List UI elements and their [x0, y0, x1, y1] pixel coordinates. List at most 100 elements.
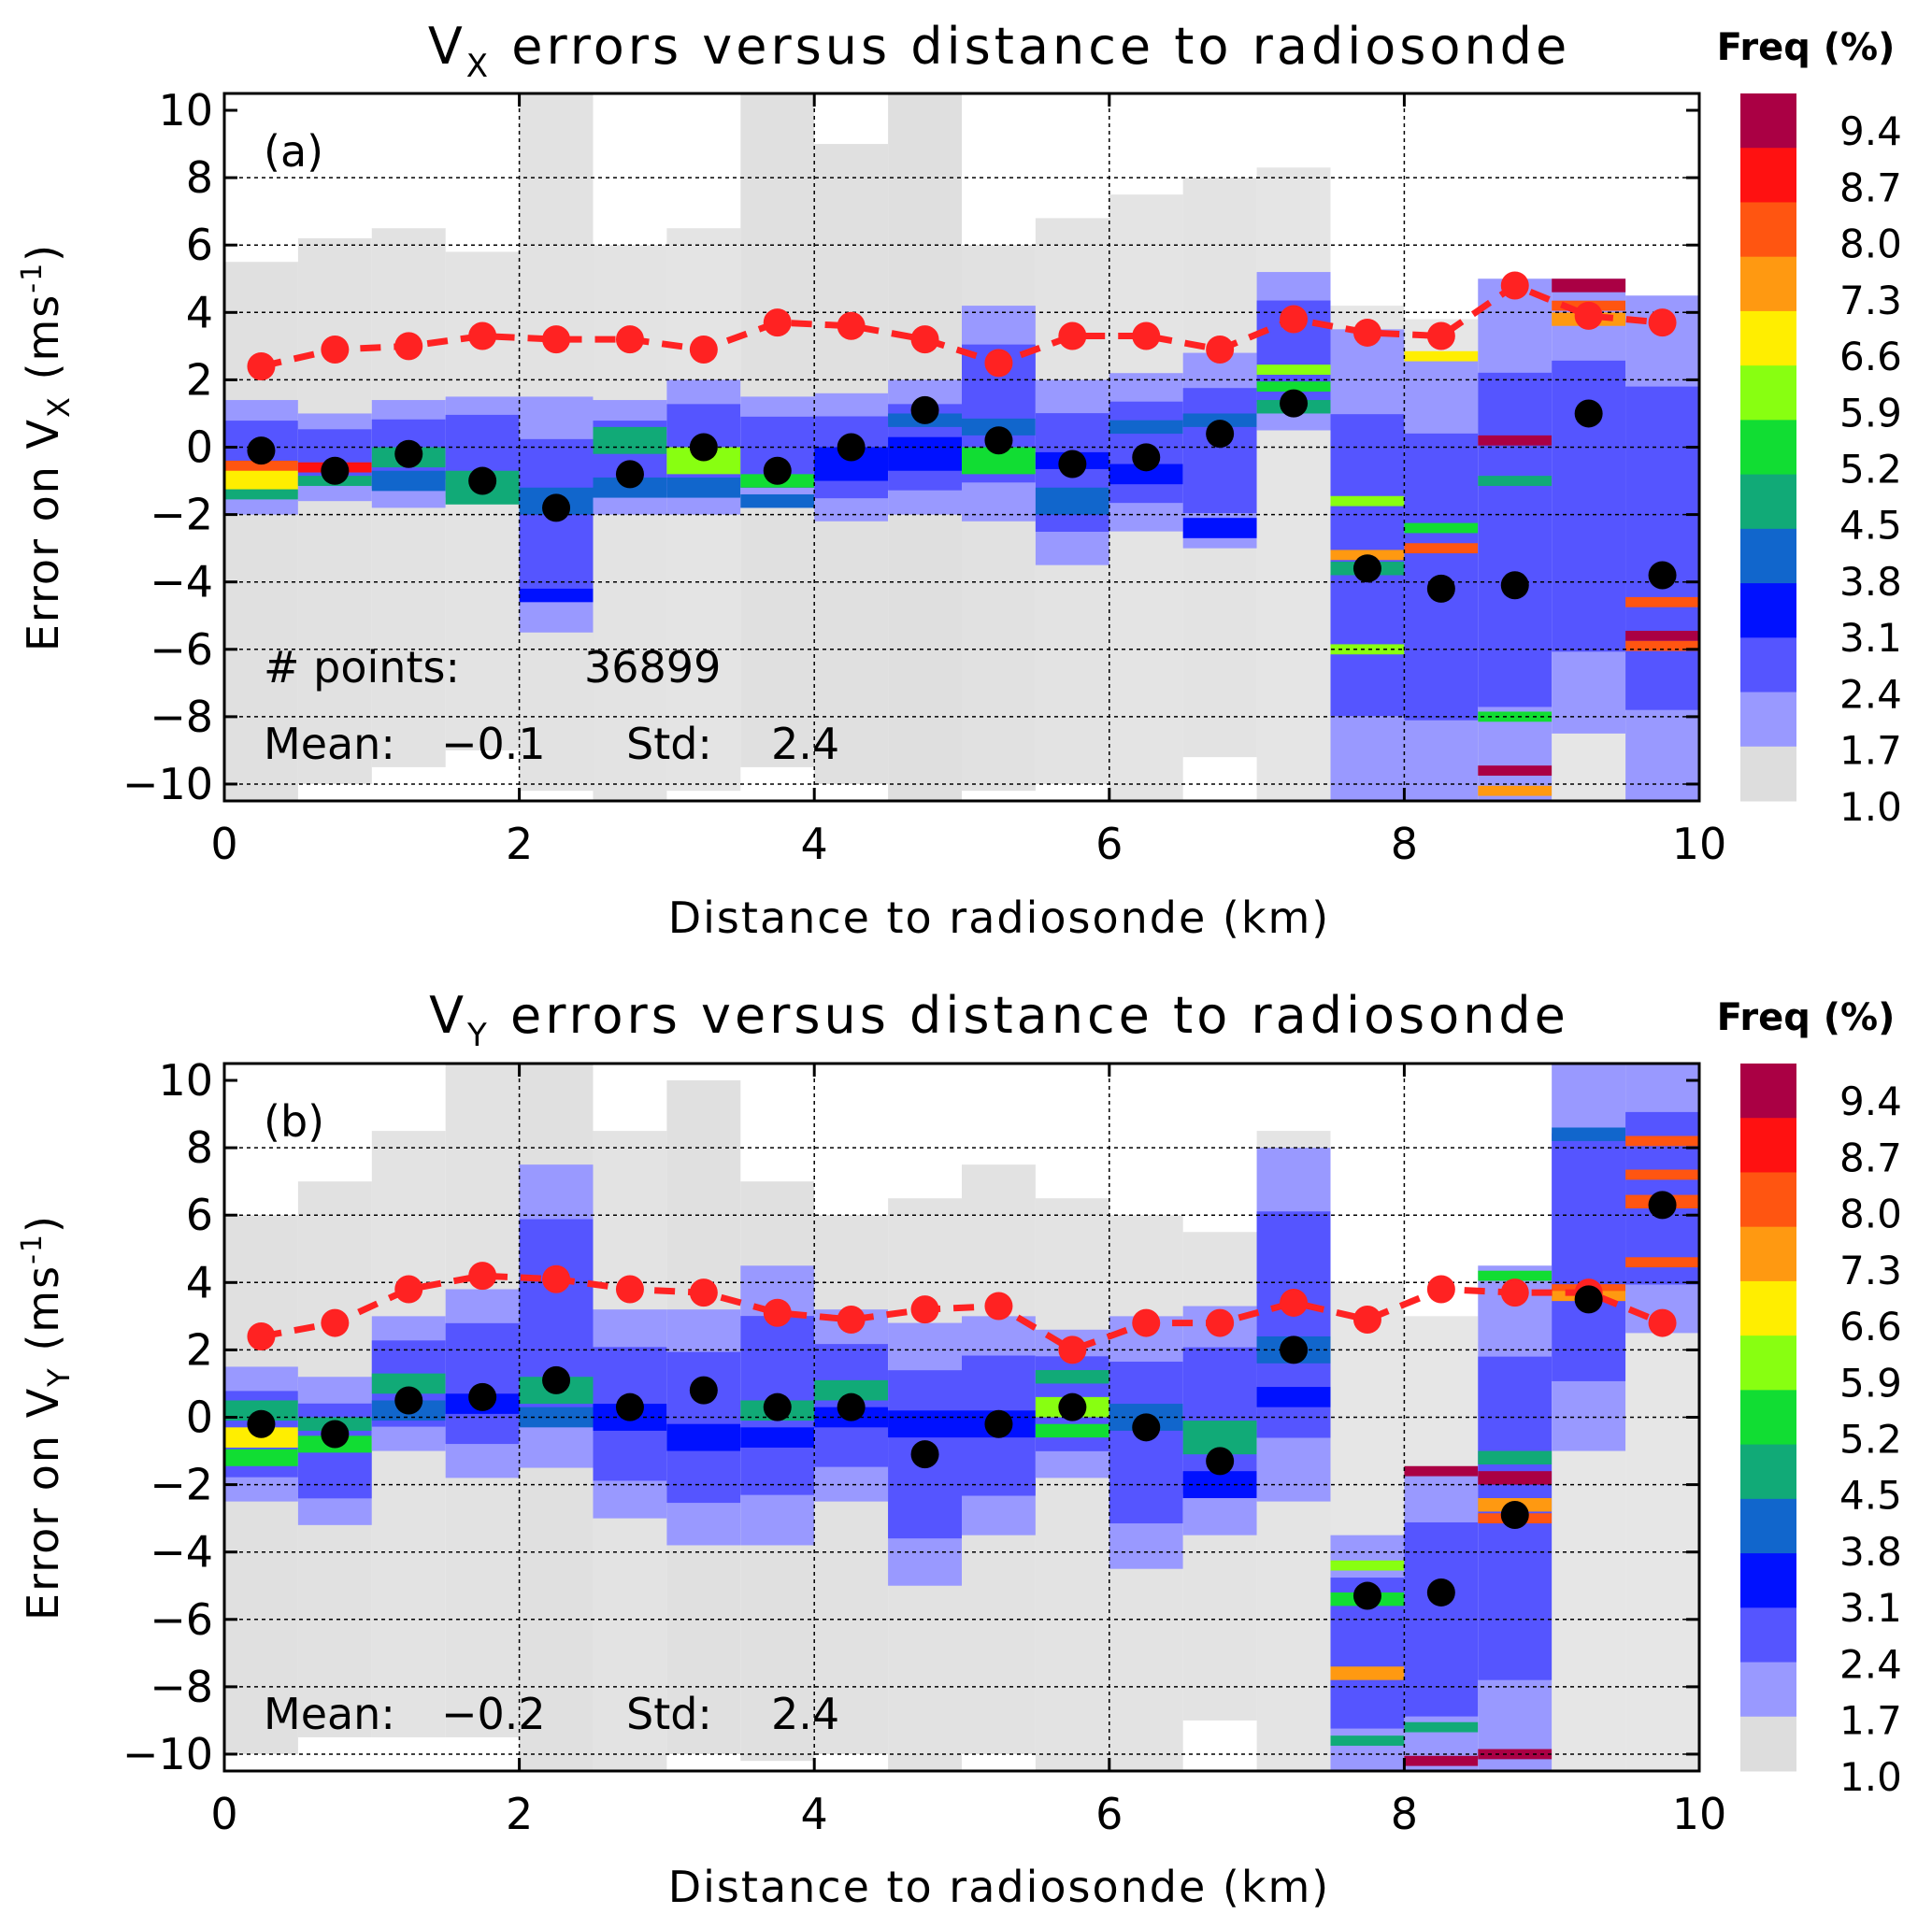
mean-point	[1574, 399, 1603, 428]
heatmap-cell	[814, 1379, 889, 1401]
y-tick-label: 0	[186, 1392, 213, 1443]
heatmap-cell	[740, 1427, 815, 1448]
y-tick-label: 6	[186, 1190, 213, 1240]
colorbar-label: 9.4	[1839, 1078, 1902, 1124]
heatmap-cell	[1035, 1370, 1109, 1384]
colorbar-label: 8.0	[1839, 221, 1902, 267]
heatmap-cell	[1625, 1257, 1699, 1268]
mean-label: Mean:	[264, 1689, 395, 1739]
std-label: Std:	[626, 1689, 712, 1739]
grid	[224, 1064, 1699, 1771]
heatmap-cell	[1478, 1270, 1553, 1281]
std-point	[615, 325, 644, 354]
heatmap-cell	[888, 1410, 962, 1438]
mean-point	[615, 1392, 644, 1421]
mean-point	[1648, 561, 1677, 590]
mean-point	[1206, 420, 1235, 449]
y-tick-label: −8	[150, 1662, 213, 1712]
std-point	[1206, 335, 1235, 364]
mean-point	[1500, 571, 1529, 600]
colorbar-swatch	[1740, 1716, 1796, 1772]
std-point	[1500, 271, 1529, 300]
std-point	[1648, 1308, 1677, 1337]
heatmap-cell	[1552, 278, 1626, 293]
std-point	[468, 1262, 497, 1291]
colorbar-title: Freq (%)	[1717, 26, 1896, 69]
y-tick-label: −10	[122, 1729, 213, 1779]
y-tick-label: 8	[186, 1122, 213, 1173]
ticks	[222, 93, 1701, 801]
heatmap-cell	[1330, 495, 1405, 507]
std-point	[1058, 1335, 1087, 1364]
std-series	[247, 271, 1677, 380]
heatmap-cell	[1478, 765, 1553, 776]
std-point	[394, 1275, 423, 1304]
colorbar-label: 5.9	[1839, 1360, 1902, 1406]
colorbar-label: 1.0	[1839, 1754, 1902, 1800]
heatmap-cell	[224, 460, 298, 475]
colorbar-swatch	[1740, 365, 1796, 421]
colorbar-label: 1.0	[1839, 784, 1902, 830]
colorbar-label: 8.7	[1839, 1135, 1902, 1180]
colorbar-swatch	[1740, 1226, 1796, 1282]
mean-point	[1500, 1501, 1529, 1530]
y-tick-label: −2	[150, 490, 213, 540]
std-point	[910, 325, 939, 354]
std-point	[837, 1305, 866, 1334]
std-point	[247, 351, 276, 380]
mean-series	[247, 1191, 1677, 1610]
std-value: 2.4	[771, 1689, 839, 1739]
points-value: 36899	[584, 642, 721, 693]
colorbar-label: 5.9	[1839, 390, 1902, 436]
mean-point	[542, 493, 571, 522]
colorbar-label: 9.4	[1839, 108, 1902, 154]
colorbar-label: 1.7	[1839, 728, 1902, 774]
mean-point	[394, 1386, 423, 1415]
points-label: # points:	[264, 642, 460, 693]
colorbar-label: 7.3	[1839, 278, 1902, 323]
colorbar-label: 7.3	[1839, 1248, 1902, 1293]
heatmap-cell	[1478, 1471, 1553, 1485]
heatmap-cell	[1552, 1133, 1626, 1381]
heatmap-cell	[593, 426, 667, 454]
mean-point	[321, 456, 350, 485]
std-point	[689, 1278, 718, 1307]
colorbar-swatch	[1740, 93, 1796, 149]
std-point	[1352, 1305, 1381, 1334]
colorbar-swatch	[1740, 1118, 1796, 1173]
std-point	[1280, 1288, 1309, 1317]
heatmap-cell	[1109, 464, 1183, 485]
heatmap-cell	[371, 1373, 446, 1394]
std-point	[689, 335, 718, 364]
heatmap-cell	[519, 588, 594, 603]
std-point	[1280, 305, 1309, 334]
heatmap-cell	[1182, 518, 1257, 538]
mean-point	[984, 1409, 1013, 1438]
heatmap-cell	[224, 470, 298, 492]
mean-point	[763, 1392, 792, 1421]
mean-series	[247, 389, 1677, 603]
ticks	[222, 1064, 1701, 1771]
colorbar-swatch	[1740, 1662, 1796, 1718]
std-point	[1352, 318, 1381, 347]
mean-point	[1352, 554, 1381, 583]
std-point	[837, 311, 866, 340]
heatmap-cell	[1109, 420, 1183, 435]
heatmap-cell	[1404, 1755, 1479, 1766]
heatmap-cell	[1182, 388, 1257, 514]
mean-point	[910, 395, 939, 424]
y-tick-label: 4	[186, 1257, 213, 1307]
heatmap-cell	[1109, 1362, 1183, 1524]
mean-point	[1574, 1285, 1603, 1314]
heatmap	[224, 1064, 1699, 1771]
mean-point	[1426, 574, 1455, 603]
heatmap-cell	[1625, 640, 1699, 651]
std-point	[1206, 1308, 1235, 1337]
panel-label: (a)	[264, 126, 323, 177]
std-point	[763, 308, 792, 337]
x-tick-label: 2	[506, 1789, 533, 1839]
heatmap-cell	[371, 470, 446, 492]
colorbar-swatch	[1740, 1280, 1796, 1336]
heatmap-cell	[297, 238, 372, 784]
